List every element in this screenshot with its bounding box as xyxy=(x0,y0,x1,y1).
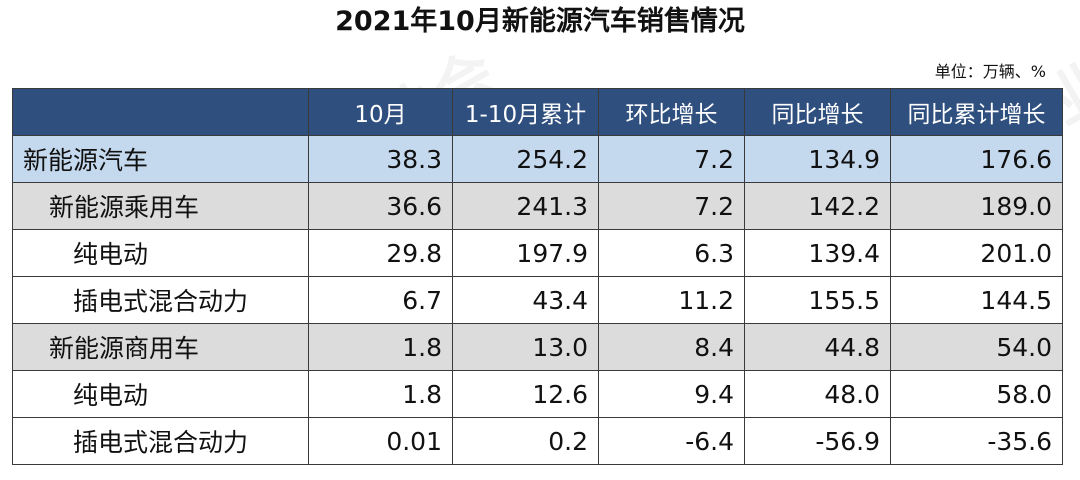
cell-cumulative: 12.6 xyxy=(452,370,599,418)
sales-table: 10月 1-10月累计 环比增长 同比增长 同比累计增长 新能源汽车 38.3 … xyxy=(12,88,1063,465)
header-cumulative: 1-10月累计 xyxy=(452,88,599,136)
cell-yoy-growth: 142.2 xyxy=(744,182,891,230)
cell-cumulative: 0.2 xyxy=(452,417,599,465)
cell-yoy-cumulative-growth: 176.6 xyxy=(890,135,1063,183)
cell-cumulative: 197.9 xyxy=(452,229,599,277)
cell-cumulative: 13.0 xyxy=(452,323,599,371)
cell-yoy-growth: 44.8 xyxy=(744,323,891,371)
cell-month: 1.8 xyxy=(308,370,453,418)
cell-yoy-growth: 155.5 xyxy=(744,276,891,324)
row-label: 插电式混合动力 xyxy=(12,276,309,324)
cell-yoy-cumulative-growth: 54.0 xyxy=(890,323,1063,371)
table-row: 纯电动 1.8 12.6 9.4 48.0 58.0 xyxy=(12,370,1063,418)
cell-mom-growth: 9.4 xyxy=(598,370,745,418)
cell-month: 29.8 xyxy=(308,229,453,277)
table-row: 插电式混合动力 6.7 43.4 11.2 155.5 144.5 xyxy=(12,276,1063,324)
cell-yoy-cumulative-growth: 144.5 xyxy=(890,276,1063,324)
table-header-row: 10月 1-10月累计 环比增长 同比增长 同比累计增长 xyxy=(12,88,1063,136)
cell-yoy-cumulative-growth: 201.0 xyxy=(890,229,1063,277)
cell-month: 0.01 xyxy=(308,417,453,465)
cell-yoy-cumulative-growth: 189.0 xyxy=(890,182,1063,230)
row-label: 纯电动 xyxy=(12,370,309,418)
row-label: 新能源汽车 xyxy=(12,135,309,183)
cell-yoy-growth: -56.9 xyxy=(744,417,891,465)
cell-mom-growth: 8.4 xyxy=(598,323,745,371)
table-row: 新能源汽车 38.3 254.2 7.2 134.9 176.6 xyxy=(12,135,1063,183)
cell-mom-growth: 11.2 xyxy=(598,276,745,324)
cell-mom-growth: -6.4 xyxy=(598,417,745,465)
cell-mom-growth: 7.2 xyxy=(598,182,745,230)
cell-yoy-cumulative-growth: 58.0 xyxy=(890,370,1063,418)
cell-yoy-growth: 48.0 xyxy=(744,370,891,418)
table-row: 新能源乘用车 36.6 241.3 7.2 142.2 189.0 xyxy=(12,182,1063,230)
cell-yoy-cumulative-growth: -35.6 xyxy=(890,417,1063,465)
cell-cumulative: 43.4 xyxy=(452,276,599,324)
table-row: 纯电动 29.8 197.9 6.3 139.4 201.0 xyxy=(12,229,1063,277)
cell-month: 1.8 xyxy=(308,323,453,371)
cell-yoy-growth: 139.4 xyxy=(744,229,891,277)
header-month: 10月 xyxy=(308,88,453,136)
page-title: 2021年10月新能源汽车销售情况 xyxy=(335,6,745,37)
row-label: 新能源商用车 xyxy=(12,323,309,371)
header-category xyxy=(12,88,309,136)
table-row: 插电式混合动力 0.01 0.2 -6.4 -56.9 -35.6 xyxy=(12,417,1063,465)
cell-month: 6.7 xyxy=(308,276,453,324)
row-label: 插电式混合动力 xyxy=(12,417,309,465)
table-row: 新能源商用车 1.8 13.0 8.4 44.8 54.0 xyxy=(12,323,1063,371)
header-yoy-cumulative-growth: 同比累计增长 xyxy=(890,88,1063,136)
row-label: 纯电动 xyxy=(12,229,309,277)
cell-mom-growth: 7.2 xyxy=(598,135,745,183)
cell-cumulative: 254.2 xyxy=(452,135,599,183)
unit-label: 单位：万辆、% xyxy=(934,62,1046,81)
row-label: 新能源乘用车 xyxy=(12,182,309,230)
header-mom-growth: 环比增长 xyxy=(598,88,745,136)
cell-cumulative: 241.3 xyxy=(452,182,599,230)
cell-month: 36.6 xyxy=(308,182,453,230)
header-yoy-growth: 同比增长 xyxy=(744,88,891,136)
cell-month: 38.3 xyxy=(308,135,453,183)
cell-mom-growth: 6.3 xyxy=(598,229,745,277)
cell-yoy-growth: 134.9 xyxy=(744,135,891,183)
